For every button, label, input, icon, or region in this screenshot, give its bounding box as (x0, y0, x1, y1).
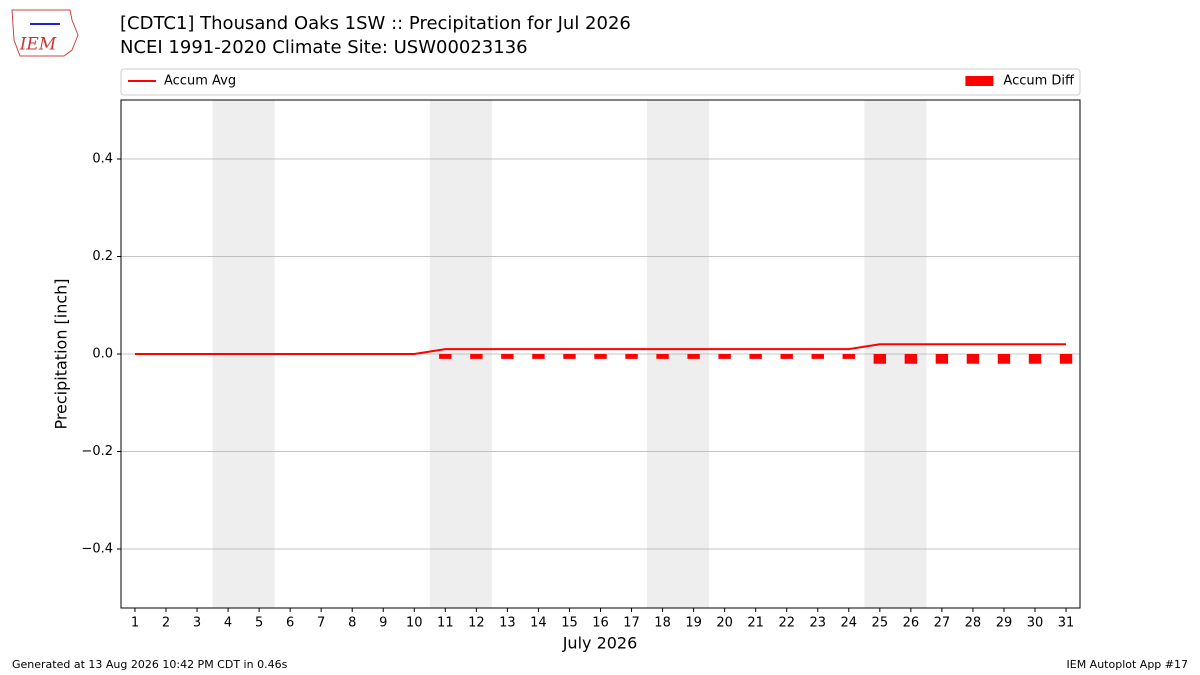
x-tick-label: 6 (286, 616, 294, 631)
x-tick-label: 25 (872, 616, 889, 631)
x-tick-label: 15 (561, 616, 578, 631)
x-axis-label: July 2026 (562, 634, 638, 653)
bar (656, 354, 669, 359)
x-tick-label: 2 (162, 616, 170, 631)
footer-left: Generated at 13 Aug 2026 10:42 PM CDT in… (12, 658, 288, 671)
x-tick-label: 17 (623, 616, 640, 631)
bar (501, 354, 514, 359)
x-tick-label: 10 (406, 616, 423, 631)
x-tick-label: 26 (903, 616, 920, 631)
plot-frame (120, 99, 1081, 609)
bar (718, 354, 731, 359)
x-tick-label: 11 (437, 616, 454, 631)
x-tick-label: 29 (996, 616, 1013, 631)
chart-subtitle: NCEI 1991-2020 Climate Site: USW00023136 (120, 37, 528, 58)
bar (563, 354, 576, 359)
logo: IEM (11, 9, 79, 57)
x-tick-label: 3 (193, 616, 201, 631)
x-tick-label: 31 (1058, 616, 1075, 631)
line (134, 343, 1067, 355)
legend-label: Accum Avg (164, 74, 236, 89)
logo-outline (11, 9, 79, 57)
x-tick-label: 27 (934, 616, 951, 631)
y-tick-label: −0.2 (81, 444, 113, 459)
bar (842, 354, 855, 359)
y-tick-label: −0.4 (81, 542, 113, 557)
y-tick-label: 0.2 (92, 249, 113, 264)
y-tick-label: 0.0 (92, 347, 113, 362)
bar (1059, 354, 1073, 364)
chart-title: [CDTC1] Thousand Oaks 1SW :: Precipitati… (120, 13, 631, 34)
x-tick-label: 28 (965, 616, 982, 631)
legend-box (120, 68, 1081, 96)
bar (749, 354, 762, 359)
bar (904, 354, 918, 364)
x-tick-label: 8 (348, 616, 356, 631)
x-tick-label: 16 (592, 616, 609, 631)
bar (1028, 354, 1042, 364)
x-tick-label: 7 (317, 616, 325, 631)
bar (997, 354, 1011, 364)
bar (625, 354, 638, 359)
bar (966, 354, 980, 364)
x-tick-label: 21 (747, 616, 764, 631)
x-tick-label: 4 (224, 616, 232, 631)
x-tick-label: 5 (255, 616, 263, 631)
bar (873, 354, 887, 364)
x-tick-label: 12 (468, 616, 485, 631)
x-tick-label: 23 (809, 616, 826, 631)
x-tick-label: 30 (1027, 616, 1044, 631)
footer-right: IEM Autoplot App #17 (1067, 658, 1189, 671)
bar (935, 354, 949, 364)
x-tick-label: 1 (131, 616, 139, 631)
bar (811, 354, 824, 359)
x-tick-label: 13 (499, 616, 516, 631)
legend-swatch (965, 76, 994, 86)
bar (532, 354, 545, 359)
bar (439, 354, 452, 359)
x-tick-label: 9 (379, 616, 387, 631)
bar (687, 354, 700, 359)
logo-text: IEM (19, 35, 57, 55)
legend-label: Accum Diff (1003, 74, 1075, 89)
x-tick-label: 22 (778, 616, 795, 631)
x-tick-label: 18 (654, 616, 671, 631)
x-tick-label: 24 (841, 616, 858, 631)
x-tick-label: 14 (530, 616, 547, 631)
x-tick-label: 19 (685, 616, 702, 631)
bar (780, 354, 793, 359)
y-tick-label: 0.4 (92, 151, 113, 166)
bar (594, 354, 607, 359)
x-tick-label: 20 (716, 616, 733, 631)
bar (470, 354, 483, 359)
y-axis-label: Precipitation [inch] (52, 278, 71, 429)
